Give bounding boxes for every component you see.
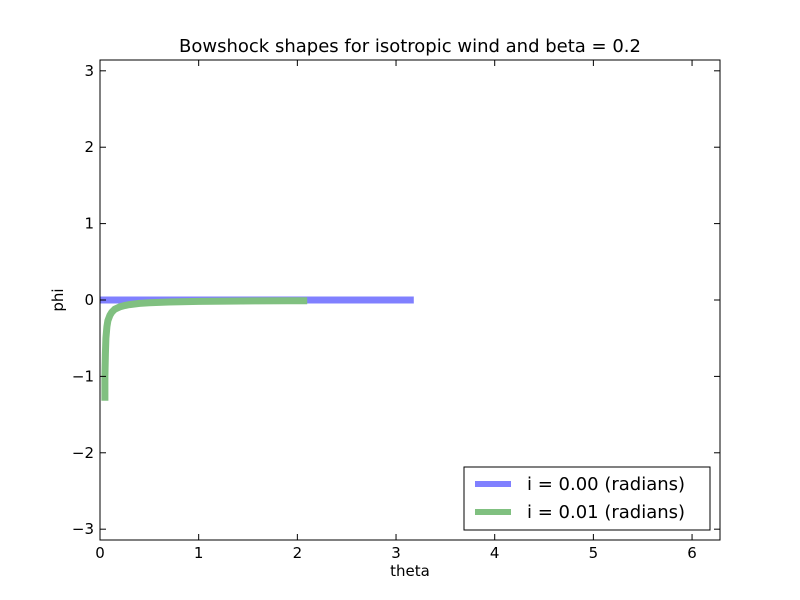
series-layer bbox=[100, 296, 414, 401]
y-tick-label: −1 bbox=[72, 367, 94, 385]
x-tick-label: 0 bbox=[95, 544, 105, 562]
x-tick-label: 1 bbox=[194, 544, 204, 562]
legend-label-series-1: i = 0.00 (radians) bbox=[527, 474, 685, 495]
series-line-2 bbox=[101, 297, 308, 401]
x-tick-label: 2 bbox=[293, 544, 303, 562]
y-tick-label: 2 bbox=[84, 138, 94, 156]
x-axis-label: theta bbox=[390, 562, 430, 580]
y-tick-label: 3 bbox=[84, 62, 94, 80]
legend-label-series-2: i = 0.01 (radians) bbox=[527, 502, 685, 523]
x-tick-label: 6 bbox=[687, 544, 697, 562]
y-tick-label: −2 bbox=[72, 444, 94, 462]
x-tick-label: 4 bbox=[490, 544, 500, 562]
y-tick-label: 0 bbox=[84, 291, 94, 309]
chart-title: Bowshock shapes for isotropic wind and b… bbox=[179, 36, 641, 57]
x-tick-label: 5 bbox=[589, 544, 599, 562]
tick-layer: 0 1 2 3 4 5 6 −3 −2 −1 0 1 2 3 bbox=[72, 60, 720, 562]
legend: i = 0.00 (radians) i = 0.01 (radians) bbox=[463, 466, 711, 531]
y-axis-label: phi bbox=[49, 288, 67, 311]
x-tick-label: 3 bbox=[391, 544, 401, 562]
legend-frame bbox=[463, 466, 711, 531]
y-tick-label: 1 bbox=[84, 215, 94, 233]
y-tick-label: −3 bbox=[72, 520, 94, 538]
